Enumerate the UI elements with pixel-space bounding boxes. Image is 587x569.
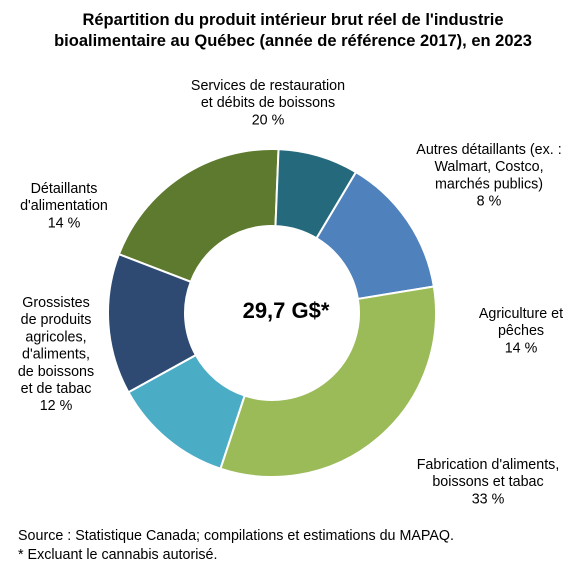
slice-label-agriculture-et-peches: Agriculture et pêches 14 %: [479, 306, 563, 356]
donut-center-total: 29,7 G$*: [243, 298, 330, 323]
slice-label-services-de-restauration-et-debits-de-boissons: Services de restauration et débits de boi…: [191, 78, 345, 128]
slice-name-label: de produits: [21, 312, 92, 328]
slice-name-label: agricoles,: [25, 329, 86, 345]
slice-name-label: Walmart, Costco,: [434, 159, 543, 175]
slice-value-label: 20 %: [252, 112, 285, 128]
slice-name-label: de boissons: [18, 364, 94, 380]
slice-value-label: 14 %: [48, 215, 81, 231]
chart-title: Répartition du produit intérieur brut ré…: [54, 11, 532, 50]
slice-name-label: Agriculture et: [479, 306, 563, 322]
slice-value-label: 33 %: [472, 491, 505, 507]
chart-title-line-1: Répartition du produit intérieur brut ré…: [82, 11, 503, 29]
chart-footer: Source : Statistique Canada; compilation…: [18, 528, 454, 563]
donut-slice-services-de-restauration-et-debits-de-boissons: [117, 148, 280, 284]
slice-value-label: 8 %: [477, 194, 502, 210]
slice-labels: Services de restauration et débits de boi…: [18, 78, 563, 507]
footnote: * Excluant le cannabis autorisé.: [18, 547, 217, 563]
slice-name-label: boissons et tabac: [432, 474, 543, 490]
slice-name-label: et débits de boissons: [201, 95, 335, 111]
slice-label-fabrication-d-aliments-boissons-et-tabac: Fabrication d'aliments, boissons et tabac…: [417, 457, 560, 507]
slice-name-label: Autres détaillants (ex. :: [416, 142, 561, 158]
slice-name-label: Grossistes: [22, 295, 90, 311]
slice-name-label: marchés publics): [435, 176, 543, 192]
slice-name-label: d'alimentation: [20, 198, 108, 214]
slice-label-autres-detaillants-ex-walmart-costco-marches-publics: Autres détaillants (ex. : Walmart, Costco…: [416, 142, 561, 210]
donut-slice-detaillants-d-alimentation: [107, 252, 198, 394]
slice-name-label: d'aliments,: [22, 347, 90, 363]
source-note: Source : Statistique Canada; compilation…: [18, 528, 454, 544]
slice-label-detaillants-d-alimentation: Détaillants d'alimentation 14 %: [20, 181, 108, 231]
slice-name-label: Détaillants: [31, 181, 98, 197]
slice-name-label: pêches: [498, 323, 544, 339]
slice-value-label: 14 %: [505, 340, 538, 356]
chart-title-line-2: bioalimentaire au Québec (année de référ…: [54, 32, 532, 50]
slice-label-grossistes-de-produits-agricoles-d-aliments-de-boissons-et-de-tabac: Grossistes de produits agricoles, d'aliment…: [18, 295, 94, 414]
slice-name-label: et de tabac: [21, 381, 92, 397]
slice-name-label: Fabrication d'aliments,: [417, 457, 560, 473]
donut-slices: [107, 148, 437, 478]
slice-value-label: 12 %: [40, 398, 73, 414]
slice-name-label: Services de restauration: [191, 78, 345, 94]
donut-slice-fabrication-d-aliments-boissons-et-tabac: [219, 285, 437, 478]
